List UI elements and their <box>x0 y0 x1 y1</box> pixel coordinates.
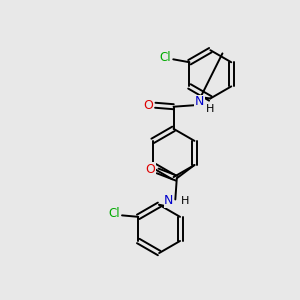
Text: Cl: Cl <box>108 207 120 220</box>
Text: O: O <box>146 163 155 176</box>
Text: O: O <box>143 99 153 112</box>
Text: Cl: Cl <box>159 51 171 64</box>
Text: N: N <box>195 95 204 108</box>
Text: H: H <box>206 104 214 114</box>
Text: H: H <box>181 196 189 206</box>
Text: N: N <box>164 194 173 207</box>
